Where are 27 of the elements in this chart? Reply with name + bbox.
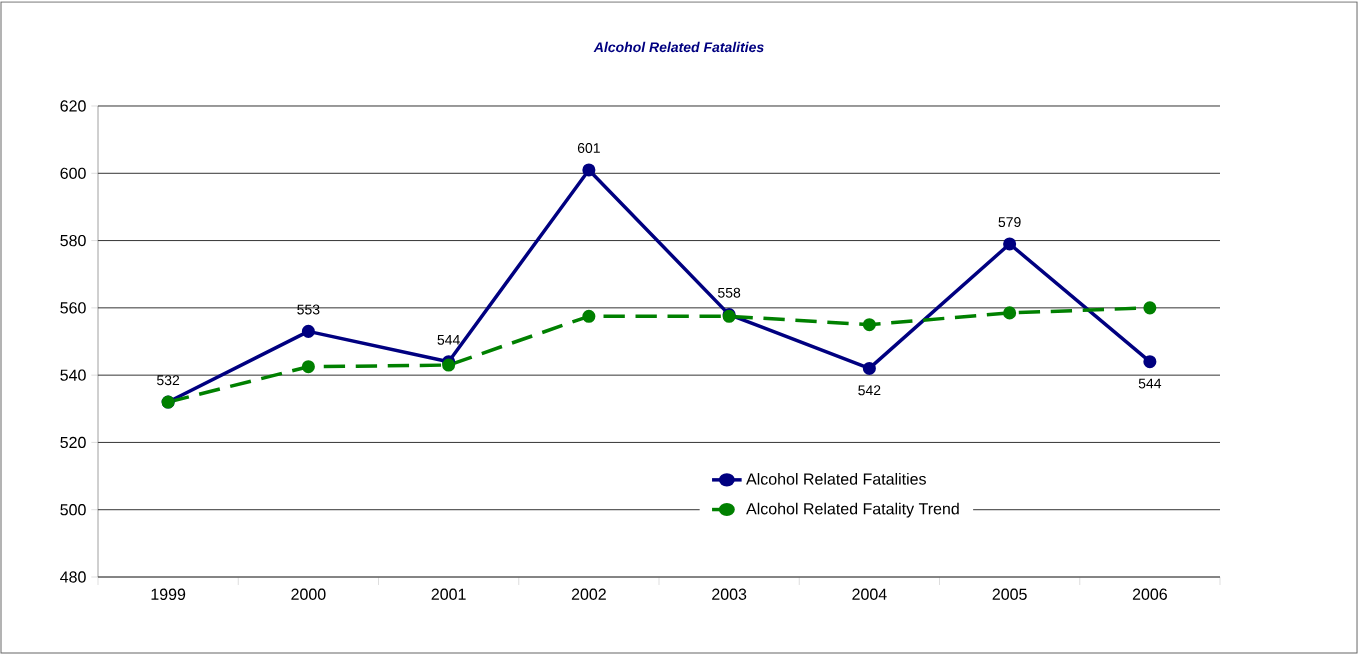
y-tick-label: 480 <box>60 571 86 583</box>
y-tick-label: 580 <box>60 234 86 247</box>
data-label: 542 <box>858 385 881 396</box>
y-tick-label: 520 <box>60 436 86 449</box>
data-label: 553 <box>297 304 320 315</box>
x-tick-label: 2003 <box>712 588 747 600</box>
data-label: 544 <box>437 335 460 345</box>
y-tick-label: 620 <box>60 100 86 112</box>
y-tick-label: 560 <box>60 302 86 314</box>
data-label: 558 <box>718 287 741 298</box>
data-label: 601 <box>577 143 600 153</box>
y-tick-label: 540 <box>60 369 86 381</box>
x-tick-label: 2001 <box>431 588 466 600</box>
x-tick-label: 2005 <box>992 588 1027 600</box>
x-tick-label: 2000 <box>291 588 326 600</box>
y-tick-label: 600 <box>60 167 86 179</box>
x-tick-label: 2006 <box>1132 588 1167 600</box>
x-tick-label: 1999 <box>151 588 186 600</box>
x-tick-label: 2002 <box>571 588 606 600</box>
x-tick-label: 2004 <box>852 588 887 600</box>
chart-title: Alcohol Related Fatalities <box>593 41 764 53</box>
data-label: 544 <box>1138 378 1162 389</box>
data-label: 532 <box>157 375 180 386</box>
legend-label: Alcohol Related Fatalities <box>746 473 926 485</box>
data-label: 579 <box>998 217 1021 228</box>
y-tick-label: 500 <box>60 504 86 516</box>
legend-label: Alcohol Related Fatality Trend <box>746 502 959 518</box>
